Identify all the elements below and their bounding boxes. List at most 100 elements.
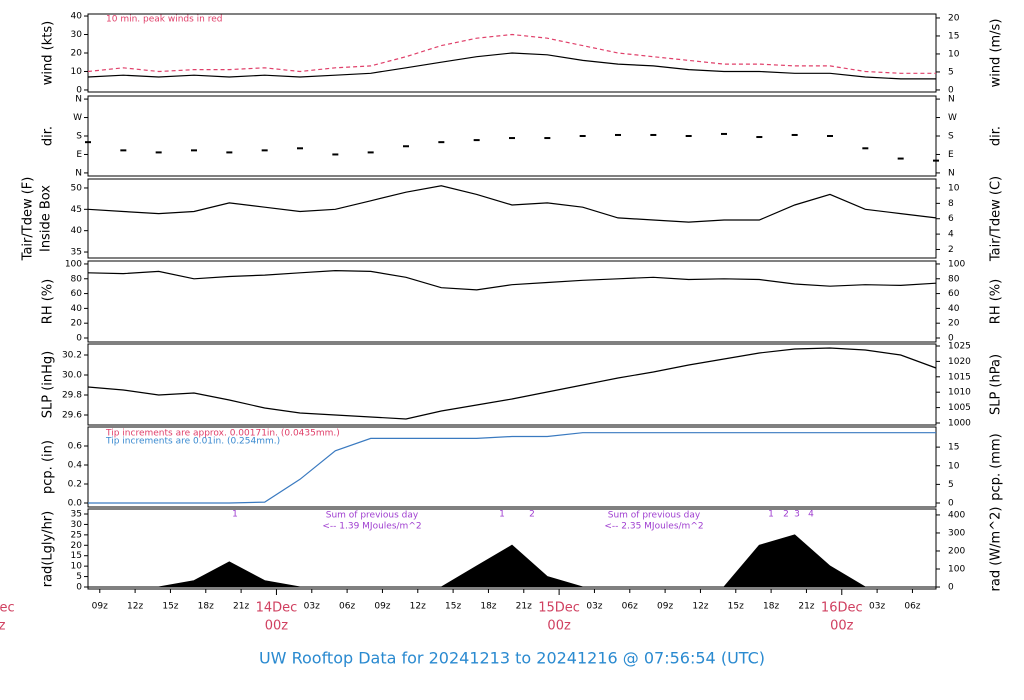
- x-tick-label: 03z: [869, 602, 885, 612]
- panel-frame: [87, 260, 937, 343]
- y-tick-label: N: [75, 168, 82, 178]
- y2-tick-label: 10: [948, 49, 960, 59]
- series-line: [87, 269, 937, 291]
- y2-tick-label: W: [948, 113, 957, 123]
- x-tick-label: 12z: [410, 602, 426, 612]
- y-tick-label: 29.8: [62, 391, 82, 401]
- y2-tick-label: 0: [948, 85, 954, 95]
- y2-tick-label: 15: [948, 31, 959, 41]
- y2-axis-label: Tair/Tdew (C): [989, 176, 1004, 262]
- date-tick-sublabel: 00z: [265, 619, 289, 634]
- y2-tick-label: 1000: [948, 418, 971, 428]
- x-tick-label: 03z: [586, 602, 602, 612]
- date-tick-sublabel: 00z: [0, 619, 6, 634]
- y2-tick-label: 4: [948, 230, 954, 240]
- date-tick-label: 14Dec: [256, 601, 298, 616]
- y-tick-label: N: [75, 95, 82, 105]
- annotation: 1: [499, 510, 505, 520]
- y-tick-label: 10: [71, 67, 83, 77]
- y-tick-label: 100: [65, 259, 82, 269]
- y2-tick-label: 20: [948, 319, 960, 329]
- annotation: <-- 1.39 MJoules/m^2: [322, 522, 421, 532]
- y-tick-label: 25: [71, 530, 82, 540]
- y2-tick-label: 0: [948, 499, 954, 509]
- y2-tick-label: 100: [948, 259, 965, 269]
- y2-tick-label: 0: [948, 583, 954, 593]
- date-tick-label: 13Dec: [0, 601, 15, 616]
- y-tick-label: 40: [71, 304, 83, 314]
- y-axis-label: Tair/Tdew (F): [21, 177, 36, 262]
- y2-axis-label: rad (W/m^2): [989, 507, 1004, 592]
- y2-axis-label: RH (%): [989, 279, 1004, 324]
- annotation: 4: [808, 510, 814, 520]
- y2-tick-label: 1020: [948, 357, 971, 367]
- y-tick-label: 80: [71, 274, 83, 284]
- y-tick-label: 50: [71, 183, 83, 193]
- x-tick-label: 06z: [622, 602, 638, 612]
- x-tick-label: 09z: [657, 602, 673, 612]
- y-axis-label: RH (%): [41, 279, 56, 324]
- y-tick-label: 10: [71, 562, 83, 572]
- y2-axis-label: wind (m/s): [989, 19, 1004, 88]
- y2-tick-label: 10: [948, 183, 960, 193]
- y2-tick-label: 5: [948, 480, 954, 490]
- y-tick-label: 5: [76, 572, 82, 582]
- y-tick-label: 45: [71, 205, 82, 215]
- y-tick-label: S: [76, 132, 82, 142]
- annotation: 2: [529, 510, 535, 520]
- series-line: [87, 185, 937, 223]
- y-tick-label: 40: [71, 12, 83, 22]
- panel-frame: [87, 343, 937, 426]
- series-line: [87, 52, 936, 80]
- y-tick-label: 20: [71, 541, 83, 551]
- y-tick-label: W: [73, 113, 82, 123]
- x-tick-label: 21z: [798, 602, 814, 612]
- x-tick-label: 18z: [480, 602, 496, 612]
- y-axis-label: SLP (inHg): [41, 351, 56, 419]
- y2-tick-label: 1025: [948, 342, 971, 352]
- y-tick-label: 20: [71, 49, 83, 59]
- y-axis-label: Inside Box: [39, 185, 54, 252]
- y2-tick-label: 300: [948, 528, 965, 538]
- x-tick-label: 15z: [162, 602, 178, 612]
- panel-frame: [87, 95, 937, 177]
- y-tick-label: 30: [71, 520, 83, 530]
- y2-tick-label: 60: [948, 289, 960, 299]
- y-tick-label: E: [76, 150, 82, 160]
- x-tick-label: 12z: [127, 602, 143, 612]
- x-tick-label: 18z: [763, 602, 779, 612]
- y-tick-label: 30.2: [62, 351, 82, 361]
- y2-tick-label: 80: [948, 274, 960, 284]
- y2-tick-label: S: [948, 132, 954, 142]
- x-tick-label: 15z: [728, 602, 744, 612]
- annotation: 2: [783, 510, 789, 520]
- x-tick-label: 18z: [198, 602, 214, 612]
- y-tick-label: 0.6: [68, 442, 83, 452]
- x-tick-label: 06z: [904, 602, 920, 612]
- annotation: Tip increments are approx. 0.00171in. (0…: [105, 429, 340, 439]
- series-line: [88, 432, 936, 504]
- y-tick-label: 29.6: [62, 411, 82, 421]
- y-axis-label: rad(Lgly/hr): [41, 511, 56, 587]
- y2-tick-label: 8: [948, 199, 954, 209]
- x-tick-label: 21z: [233, 602, 249, 612]
- y-tick-label: 35: [71, 510, 82, 520]
- y-tick-label: 20: [71, 319, 83, 329]
- y-tick-label: 40: [71, 226, 83, 236]
- y-tick-label: 60: [71, 289, 83, 299]
- y2-tick-label: 1010: [948, 388, 971, 398]
- date-tick-label: 16Dec: [821, 601, 863, 616]
- y-tick-label: 15: [71, 551, 82, 561]
- chart-title: UW Rooftop Data for 20241213 to 20241216…: [259, 649, 765, 668]
- date-tick-label: 15Dec: [538, 601, 580, 616]
- date-tick-sublabel: 00z: [830, 619, 854, 634]
- x-tick-label: 12z: [692, 602, 708, 612]
- panel-frame: [87, 508, 937, 590]
- y2-axis-label: SLP (hPa): [989, 354, 1004, 415]
- panel-frame: [87, 426, 937, 508]
- y2-tick-label: 1015: [948, 372, 971, 382]
- y2-axis-label: dir.: [989, 126, 1004, 146]
- y-tick-label: 0: [76, 334, 82, 344]
- y-tick-label: 0.4: [68, 461, 83, 471]
- y-tick-label: 30: [71, 30, 83, 40]
